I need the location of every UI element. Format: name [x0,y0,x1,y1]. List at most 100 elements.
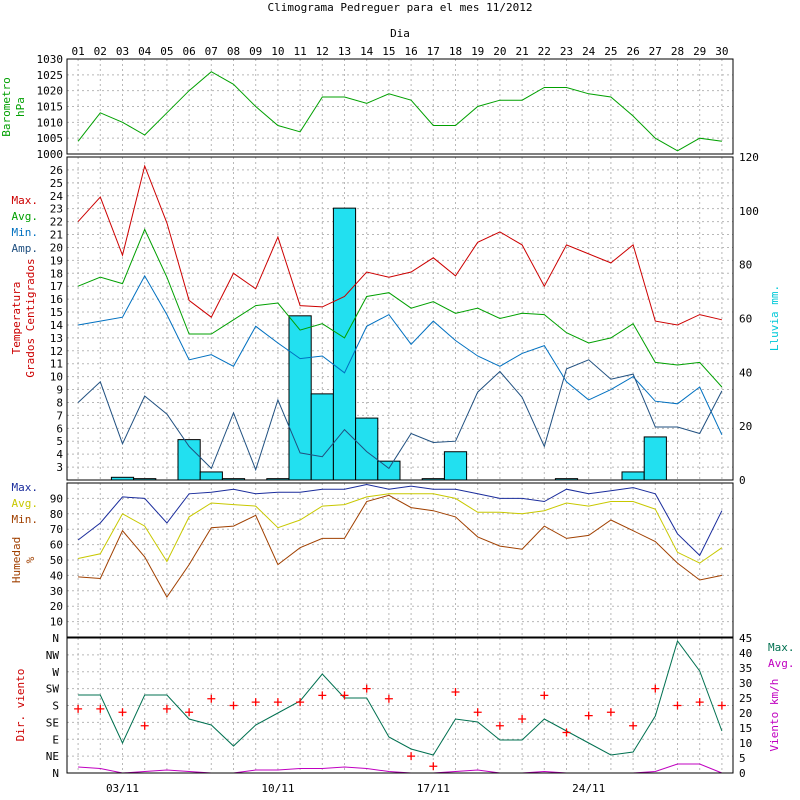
direction-tick-label: E [52,733,59,746]
day-label: 29 [693,45,706,58]
day-label: 06 [182,45,195,58]
day-label: 12 [316,45,329,58]
rain-axis-label: Lluvia mm. [768,285,781,351]
y-tick-label: 23 [50,203,63,216]
day-label: 15 [382,45,395,58]
wind-direction-marker [162,704,171,713]
temperature-panel-frame [66,156,734,481]
humidity-axis-label: Humedad [10,537,23,583]
wind-direction-marker [562,728,571,737]
wind-direction-marker [717,701,726,710]
wind-direction-marker [207,694,216,703]
y-tick-label: 70 [50,523,63,536]
day-label: 24 [582,45,596,58]
right-y-tick-label: 120 [739,151,759,164]
panel-frames-layer [66,58,734,774]
week-label: 24/11 [572,782,605,795]
y-tick-label: 21 [50,229,63,242]
series-lines-layer [77,71,723,774]
temperature-avg-line [77,228,723,388]
day-label: 21 [515,45,528,58]
humidity-max-line [77,483,723,557]
rain-bars-layer [110,207,667,481]
legend-item: Min. [12,226,39,239]
y-tick-label: 16 [50,293,63,306]
wind-direction-marker [251,698,260,707]
rain-bar [355,417,379,481]
week-label: 10/11 [261,782,294,795]
day-label: 19 [471,45,484,58]
right-y-tick-label: 25 [739,692,752,705]
y-tick-label: 5 [56,435,63,448]
right-y-tick-label: 5 [739,752,746,765]
day-label: 26 [626,45,639,58]
wind-direction-marker [140,721,149,730]
day-label: 22 [538,45,551,58]
y-tick-label: 24 [50,190,64,203]
rain-bar [377,460,401,481]
right-y-tick-label: 20 [739,707,752,720]
wind-direction-marker [651,684,660,693]
y-tick-label: 26 [50,164,63,177]
day-label: 18 [449,45,462,58]
y-tick-label: 7 [56,409,63,422]
wind-direction-marker [96,704,105,713]
y-tick-label: 15 [50,306,63,319]
day-label: 30 [715,45,728,58]
y-tick-label: 40 [50,569,63,582]
y-tick-label: 17 [50,280,63,293]
humidity-axis-unit: % [24,556,37,563]
temperature-amp-line [77,359,723,472]
y-tick-label: 1010 [37,116,64,129]
wind-direction-marker [340,691,349,700]
wind-direction-marker [473,708,482,717]
day-label: 02 [94,45,107,58]
day-label: 25 [604,45,617,58]
rain-bar [621,471,645,481]
y-tick-label: 10 [50,371,63,384]
y-tick-label: 1025 [37,69,64,82]
y-tick-label: 25 [50,177,63,190]
y-tick-label: 22 [50,216,63,229]
humidity-min-line [78,494,723,598]
legend-item: Max. [768,641,795,654]
legend-item: Avg. [768,657,795,670]
right-y-tick-label: 0 [739,767,746,780]
y-tick-label: 4 [56,448,63,461]
legend-item: Avg. [12,210,39,223]
day-label: 16 [404,45,417,58]
rain-bar [199,471,223,481]
wind-direction-marker [384,694,393,703]
y-tick-label: 20 [50,600,63,613]
y-tick-label: 20 [50,241,63,254]
barometer-panel-frame [66,58,734,155]
wind-direction-marker [673,701,682,710]
wind-direction-marker [584,711,593,720]
y-tick-label: 14 [50,319,64,332]
y-tick-label: 19 [50,254,63,267]
day-label: 05 [160,45,173,58]
y-tick-label: 11 [50,358,63,371]
right-y-tick-label: 40 [739,647,752,660]
wind-direction-marker [451,688,460,696]
wind-panel-frame [66,637,734,774]
barometer-axis-unit: hPa [14,97,27,117]
right-y-tick-label: 40 [739,366,752,379]
wind-direction-marker [118,708,127,717]
y-tick-label: 1020 [37,85,64,98]
day-label: 01 [71,45,84,58]
right-y-tick-label: 60 [739,313,752,326]
rain-bar [443,451,468,481]
wind-direction-marker [606,708,615,717]
wind-direction-marker [429,762,438,771]
y-tick-label: 50 [50,554,63,567]
temperature-min-line [78,274,723,436]
direction-tick-label: N [52,767,59,780]
wind-direction-marker [318,691,327,700]
day-label: 07 [205,45,218,58]
right-y-tick-label: 30 [739,677,752,690]
day-label: 08 [227,45,240,58]
chart-title: Climograma Pedreguer para el mes 11/2012 [268,1,533,14]
week-label: 03/11 [106,782,139,795]
right-y-tick-label: 15 [739,722,752,735]
